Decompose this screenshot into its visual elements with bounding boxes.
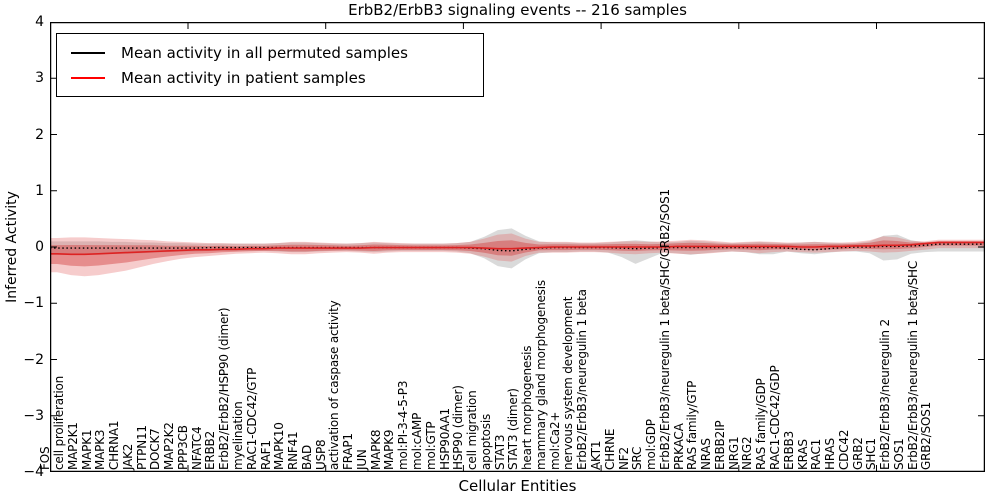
- x-category-label: heart morphogenesis: [520, 345, 535, 470]
- legend-label-patient: Mean activity in patient samples: [121, 68, 366, 87]
- x-category-label: CHRNA1: [107, 420, 122, 470]
- x-category-label: mol:GDP: [644, 419, 659, 470]
- x-category-label: mol:Ca2+: [547, 411, 562, 470]
- x-category-label: DOCK7: [148, 428, 163, 470]
- x-category-label: apoptosis: [478, 413, 493, 470]
- x-category-label: HSP90 (dimer): [451, 385, 466, 470]
- x-category-label: cell migration: [465, 390, 480, 470]
- x-category-label: STAT3 (dimer): [506, 388, 521, 470]
- patient-outer-band: [50, 233, 985, 277]
- x-category-label: NF2: [616, 447, 631, 470]
- x-category-label: mol:PI-3-4-5-P3: [396, 380, 411, 470]
- x-category-label: RAF1: [258, 440, 273, 470]
- y-tick-label: −3: [23, 407, 44, 424]
- y-tick-label: 1: [35, 182, 44, 199]
- x-category-label: CDC42: [836, 429, 851, 470]
- legend-item-patient: Mean activity in patient samples: [71, 69, 483, 87]
- x-category-label: PTPN11: [134, 425, 149, 470]
- x-category-label: FOS: [38, 446, 53, 470]
- x-category-label: MAPK3: [93, 429, 108, 470]
- x-category-label: NFATC4: [189, 426, 204, 471]
- x-category-label: ErbB2/ErbB2/HSP90 (dimer): [217, 307, 232, 470]
- y-tick-label: 3: [35, 70, 44, 87]
- y-tick-label: −2: [23, 351, 44, 368]
- x-category-label: ERBB2: [203, 430, 218, 470]
- x-category-label: JUN: [354, 449, 369, 470]
- x-category-label: activation of caspase activity: [327, 300, 342, 470]
- x-category-label: myelination: [230, 401, 245, 470]
- legend-label-permuted: Mean activity in all permuted samples: [121, 43, 408, 62]
- x-category-label: SHC1: [864, 438, 879, 470]
- legend-line-patient-icon: [71, 76, 105, 79]
- y-tick-label: −1: [23, 295, 44, 312]
- x-category-label: MAPK10: [272, 422, 287, 470]
- x-category-label: BAD: [299, 444, 314, 470]
- x-category-label: ErbB2/ErbB3/neuregulin 1 beta: [575, 289, 590, 470]
- x-category-label: RAC1-CDC42/GTP: [244, 367, 259, 470]
- x-category-label: RAC1-CDC42/GDP: [768, 365, 782, 470]
- x-category-label: JAK2: [120, 443, 135, 470]
- y-tick-label: −4: [23, 464, 44, 480]
- x-category-label: USP8: [313, 439, 328, 470]
- x-category-label: MAPK1: [79, 429, 94, 470]
- x-category-label: RAS family/GDP: [754, 378, 769, 470]
- x-category-label: GRB2/SOS1: [919, 401, 934, 470]
- y-tick-label: 2: [35, 126, 44, 143]
- x-category-label: NRG2: [740, 436, 755, 470]
- legend-line-permuted-icon: [71, 51, 105, 54]
- x-axis-label: Cellular Entities: [458, 477, 577, 495]
- x-category-label: MAP2K2: [162, 422, 177, 470]
- y-tick-label: 4: [35, 14, 44, 30]
- permuted-mean-line: [50, 243, 985, 252]
- x-category-label: cell proliferation: [51, 375, 66, 470]
- x-category-label: SOS1: [891, 438, 906, 470]
- legend: Mean activity in all permuted samples Me…: [56, 33, 484, 97]
- x-category-label: HRAS: [823, 438, 838, 470]
- x-category-label: ErbB2/ErbB3/neuregulin 1 beta/SHC/GRB2/S…: [657, 189, 672, 470]
- x-category-label: nervous system development: [561, 296, 576, 470]
- y-tick-label: 0: [35, 239, 44, 255]
- x-category-label: KRAS: [795, 439, 810, 470]
- x-category-label: ERBB3: [781, 430, 796, 470]
- patient-mean-line: [50, 241, 985, 256]
- x-category-label: HSP90AA1: [437, 408, 452, 470]
- x-category-label: AKT1: [589, 440, 603, 470]
- x-category-label: STAT3: [492, 434, 507, 470]
- x-category-label: RAS family/GTP: [685, 380, 700, 470]
- x-category-label: MAP2K1: [65, 422, 80, 470]
- chart-title: ErbB2/ErbB3 signaling events -- 216 samp…: [348, 1, 687, 19]
- plot-area: [50, 22, 985, 472]
- x-category-label: ERBB2IP: [712, 420, 727, 470]
- x-category-label: MAPK8: [368, 429, 383, 470]
- x-category-label: mol:GTP: [423, 421, 438, 470]
- legend-item-permuted: Mean activity in all permuted samples: [71, 44, 483, 62]
- x-category-label: MAPK9: [382, 429, 397, 470]
- x-category-label: ErbB2/ErbB3/neuregulin 1 beta/SHC: [905, 260, 920, 470]
- x-category-label: mol:cAMP: [409, 412, 424, 470]
- x-category-label: FRAP1: [341, 433, 356, 470]
- x-category-label: PPP3CB: [175, 425, 190, 470]
- x-category-label: RNF41: [286, 431, 301, 471]
- x-category-label: mammary gland morphogenesis: [533, 280, 548, 470]
- x-category-label: PRKACA: [671, 423, 686, 470]
- x-category-label: NRG1: [726, 436, 741, 470]
- x-category-label: ErbB2/ErbB3/neuregulin 2: [878, 319, 893, 470]
- x-category-label: CHRNE: [602, 428, 617, 470]
- x-category-label: SRC: [630, 446, 645, 470]
- x-category-label: NRAS: [699, 438, 714, 470]
- x-category-label: RAC1: [809, 438, 824, 470]
- x-category-label: GRB2: [850, 437, 865, 470]
